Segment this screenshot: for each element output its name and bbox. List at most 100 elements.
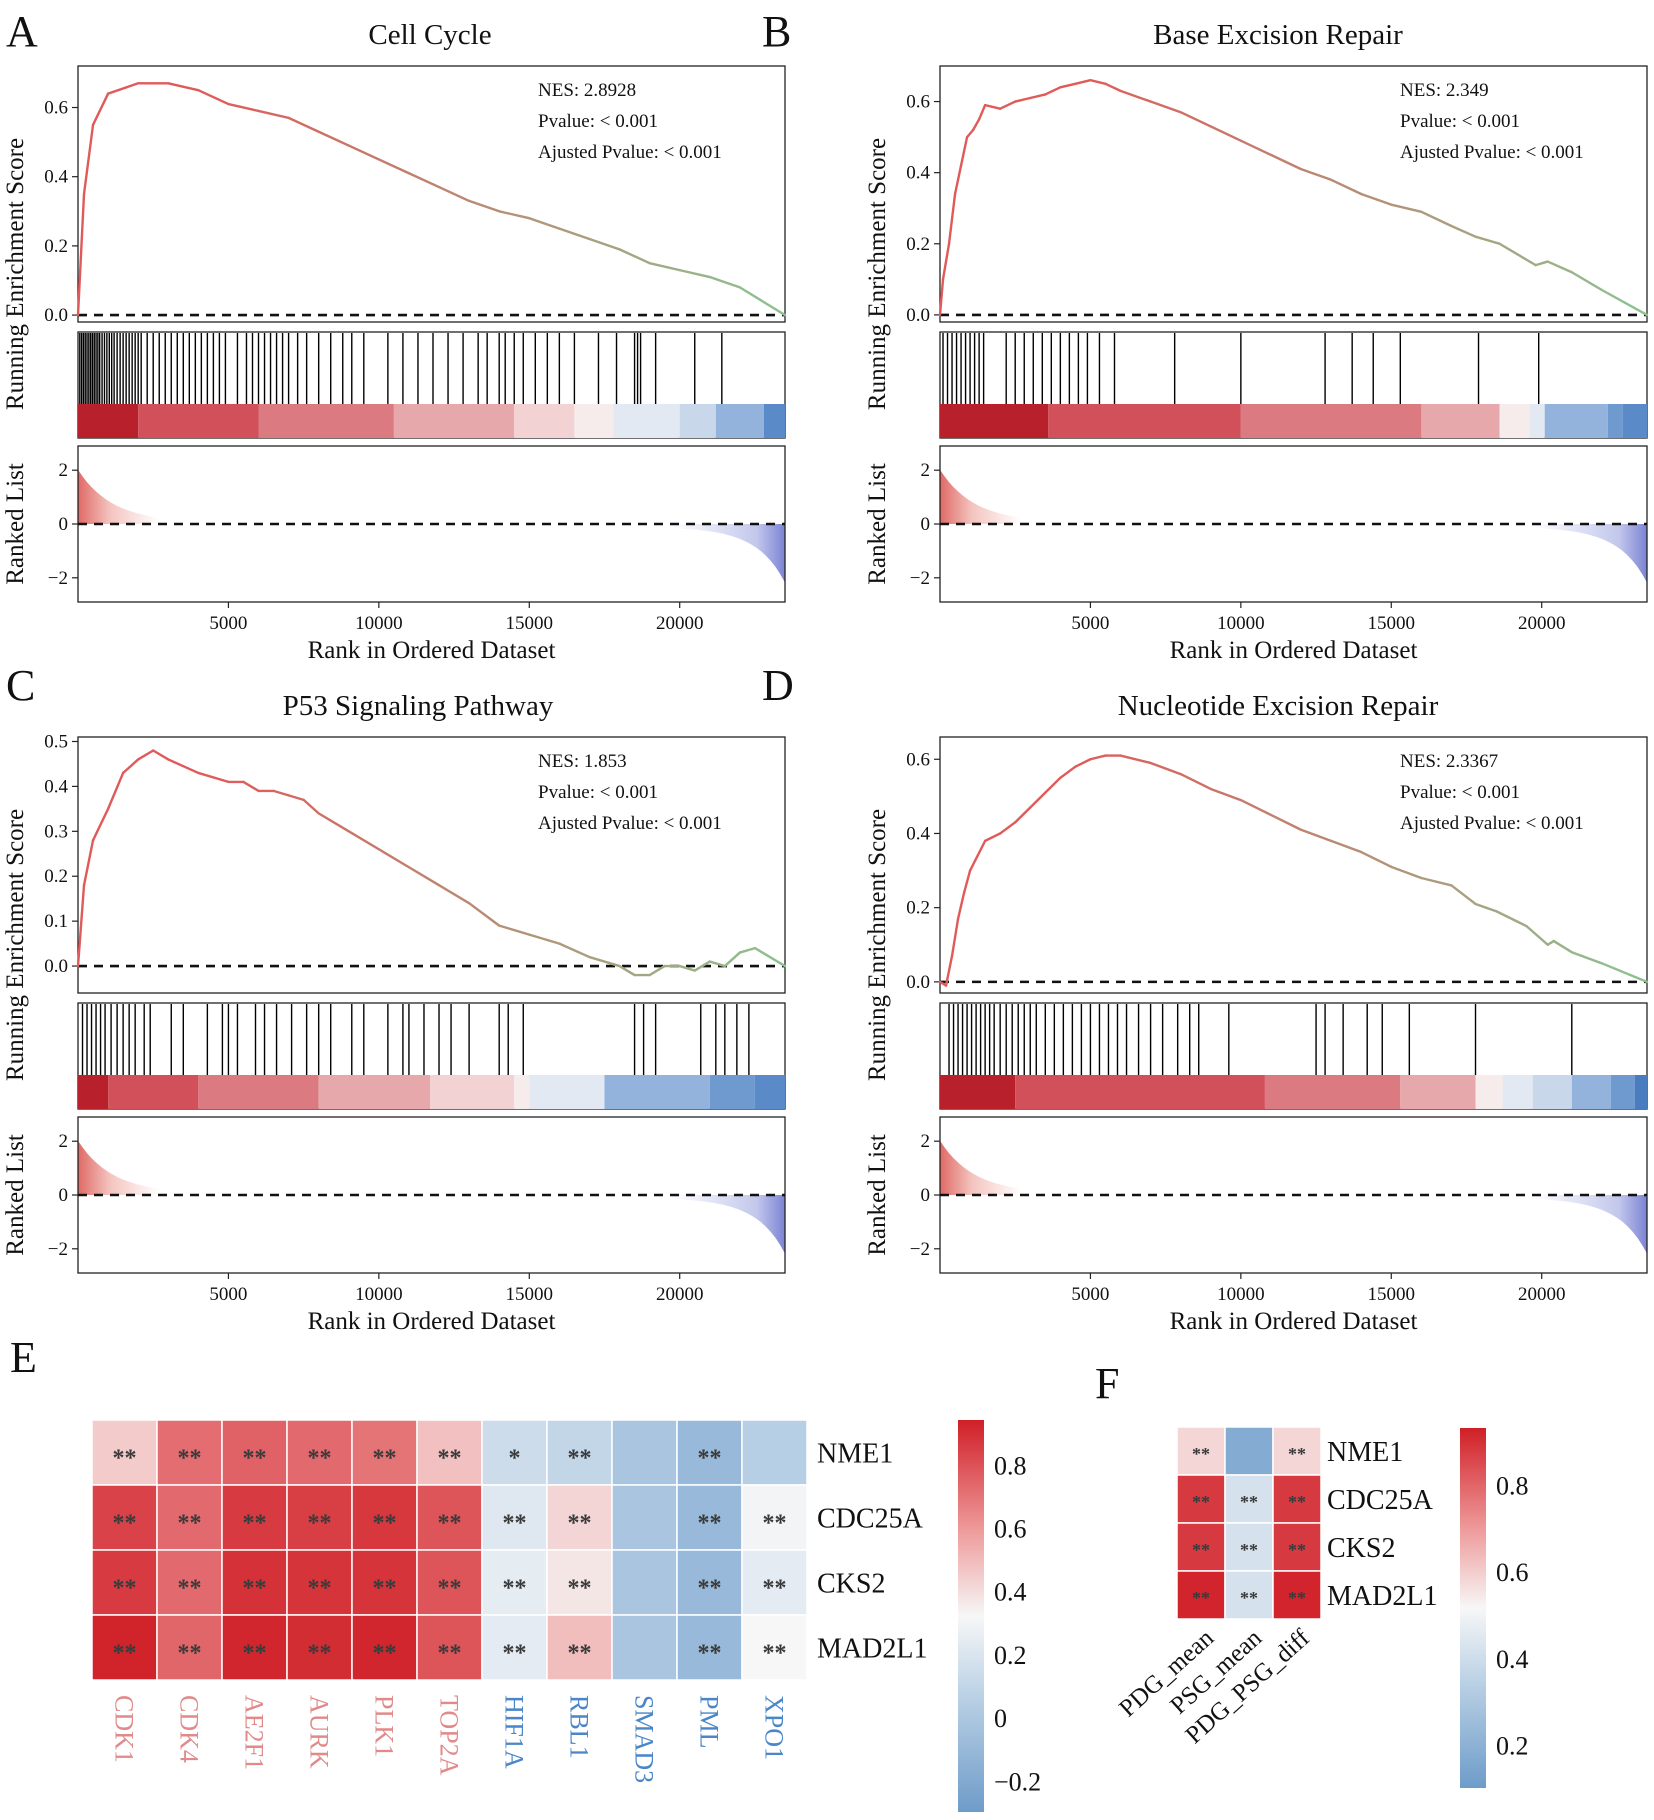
gsea-b-stat-1: Pvalue: < 0.001 [1400,111,1520,132]
gsea-b-es-segment [959,135,969,167]
gsea-b-xlabel: Rank in Ordered Dataset [1170,637,1418,664]
gsea-c-es-segment [197,771,230,784]
gsea-d-title: Nucleotide Excision Repair [1118,690,1439,722]
gsea-a-xtick-label: 15000 [506,613,554,634]
gsea-c-es-segment [723,951,742,968]
gsea-a-rank-negative-area [499,524,785,583]
gsea-b-es-segment [938,278,945,317]
gsea-a-rank-positive-area [78,469,349,524]
gsea-d-es-ytick-label: 0.4 [906,823,930,844]
gsea-d-es-segment [1029,791,1047,809]
gsea-c-stat-2: Ajusted Pvalue: < 0.001 [538,813,722,834]
heatmap-e-col-label: TOP2A [435,1695,464,1776]
gsea-b-es-segment [1329,178,1363,196]
gsea-d-es-segment [1209,787,1243,802]
gsea-c-rank-ytick-label: 0 [59,1185,69,1206]
gsea-c-es-segment [407,866,441,887]
heatmap-e-star: ** [373,1576,397,1602]
gsea-c-es-ytick-label: 0.5 [44,731,68,752]
heatmap-f-star: ** [1240,1588,1258,1608]
gsea-c-stat-1: Pvalue: < 0.001 [538,782,658,803]
heatmap-f-cell [1272,1522,1322,1572]
gsea-c-es-segment [167,758,200,775]
heatmap-e-col-label: CDK4 [175,1695,204,1763]
heatmap-e-star: ** [178,1641,202,1667]
gsea-b-es-segment [1390,203,1423,213]
heatmap-f-colorbar [1460,1428,1486,1788]
gsea-d-band [1264,1075,1401,1109]
gsea-a-band [574,404,614,438]
gsea-c-es-segment [106,771,125,811]
gsea-d-band [1015,1075,1265,1109]
gsea-b-xtick-label: 20000 [1518,613,1566,634]
gsea-d-es-segment [1149,761,1182,776]
gsea-a-es-frame [77,65,786,323]
heatmap-e-cell [351,1419,418,1486]
gsea-b-es-segment [1534,260,1549,267]
heatmap-e-star: ** [568,1641,592,1667]
gsea-d-xtick-label: 15000 [1368,1284,1416,1305]
heatmap-e-cell [546,1614,613,1681]
heatmap-f-cell [1176,1474,1226,1524]
gsea-b-rank-ytick-label: 0 [921,514,931,535]
heatmap-f-star: ** [1192,1492,1210,1512]
gsea-c-band [754,1075,785,1109]
heatmap-e-col-label: PML [695,1695,724,1748]
gsea-a-band [715,404,764,438]
gsea-b-es-ytick-label: 0.6 [906,92,930,113]
gsea-d-band [1571,1075,1611,1109]
heatmap-e-cell [611,1484,678,1551]
gsea-d-es-segment [962,869,972,895]
heatmap-e-star: ** [568,1446,592,1472]
heatmap-e-row-label: CDC25A [817,1504,924,1535]
heatmap-e-star: ** [763,1641,787,1667]
gsea-b-es-segment [1546,260,1573,274]
gsea-c-rank-positive-area [78,1140,349,1195]
heatmap-e-star: ** [698,1511,722,1537]
heatmap-e-star: ** [373,1446,397,1472]
gsea-d-es-segment [1420,876,1453,887]
gsea-c-es-segment [82,839,95,887]
gsea-a-es-segment [227,102,260,113]
gsea-a-es-segment [467,199,501,213]
gsea-a-es-ytick-label: 0.2 [44,236,68,257]
gsea-a-es-segment [82,123,95,196]
gsea-d-es-segment [1179,772,1212,791]
heatmap-f-colorbar-tick: 0.2 [1496,1732,1529,1761]
heatmap-e-cell [416,1614,483,1681]
heatmap-f-cell [1224,1426,1274,1476]
gsea-d-band [1502,1075,1533,1109]
heatmap-e-star: ** [113,1641,137,1667]
heatmap-e-star: ** [763,1511,787,1537]
gsea-a-stat-0: NES: 2.8928 [538,80,636,101]
gsea-b-es-segment [1299,167,1333,181]
heatmap-e-star: ** [698,1576,722,1602]
gsea-d-es-frame [939,736,1648,994]
gsea-b-letter: B [762,7,791,56]
heatmap-e-cell [221,1484,288,1551]
gsea-a-es-segment [497,210,531,220]
heatmap-e-colorbar-tick: −0.2 [994,1767,1041,1796]
gsea-d-es-segment [968,839,987,872]
gsea-c-band [604,1075,710,1109]
gsea-b-es-segment [1104,82,1122,93]
gsea-b-es-segment [1089,79,1107,85]
gsea-a-band [393,404,515,438]
heatmap-f-colorbar-tick: 0.6 [1496,1558,1529,1587]
heatmap-f-star: ** [1192,1540,1210,1560]
gsea-a-es-ytick-label: 0.6 [44,98,68,119]
gsea-b-es-segment [941,242,951,281]
gsea-b-es-segment [1474,235,1501,245]
gsea-b-band [1048,404,1241,438]
heatmap-e-colorbar-tick: 0.8 [994,1451,1027,1480]
gsea-d-rank-ytick-label: −2 [910,1239,930,1260]
heatmap-e-cell [221,1419,288,1486]
gsea-d-es-segment [1450,884,1477,906]
heatmap-e-star: ** [308,1576,332,1602]
gsea-b-band [1607,404,1623,438]
gsea-c-stat-0: NES: 1.853 [538,751,627,772]
heatmap-e-cell [611,1419,678,1486]
gsea-d-stat-1: Pvalue: < 0.001 [1400,782,1520,803]
gsea-d-es-segment [1074,758,1092,768]
heatmap-e-colorbar [958,1420,984,1812]
